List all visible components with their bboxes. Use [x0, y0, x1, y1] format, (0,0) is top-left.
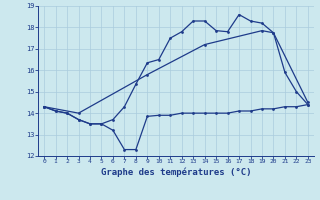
X-axis label: Graphe des températures (°C): Graphe des températures (°C)	[101, 167, 251, 177]
